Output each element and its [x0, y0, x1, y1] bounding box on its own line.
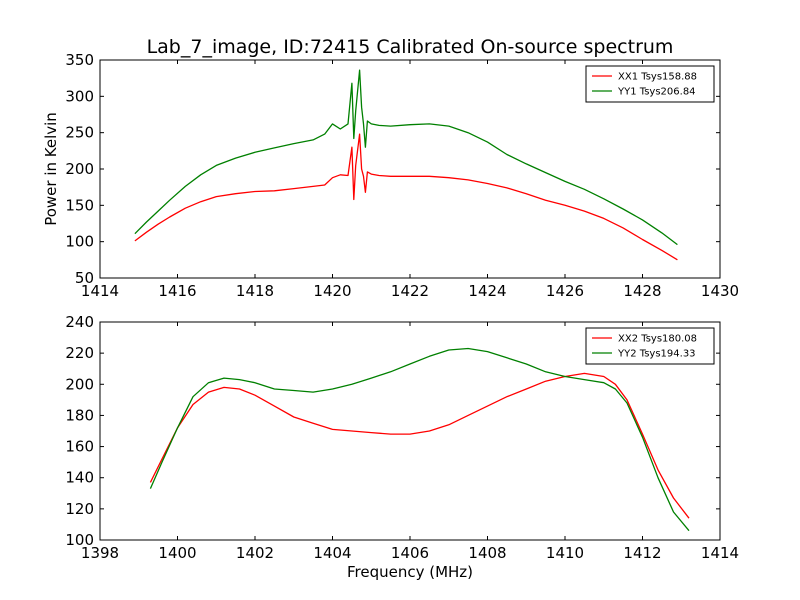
- y-tick-label: 150: [65, 196, 94, 214]
- legend-label: YY2 Tsys194.33: [617, 349, 696, 360]
- x-tick-label: 1410: [546, 544, 584, 562]
- y-tick-label: 100: [65, 531, 94, 549]
- x-tick-label: 1414: [701, 544, 739, 562]
- series-line-1-1: [134, 133, 678, 261]
- series-line-2-1: [149, 372, 690, 519]
- y-tick-label: 350: [65, 51, 94, 69]
- plot-panel-2: 1398 1400 1402 1404 1406 1408 1410 1412 1414 100 1…: [65, 313, 739, 581]
- figure-title: Lab_7_image, ID:72415 Calibrated On-sour…: [147, 36, 674, 58]
- x-tick-label: 1414: [81, 282, 119, 300]
- plots-container: 1414 1416 1418 1420 1422 1424 1426 1428 1430 50 10…: [42, 51, 739, 581]
- x-tick-label: 1400: [158, 544, 196, 562]
- y-tick-label: 300: [65, 87, 94, 105]
- legend-label: YY1 Tsys206.84: [617, 87, 696, 98]
- y-tick-label: 50: [75, 269, 94, 287]
- y-axis-label: Power in Kelvin: [42, 112, 60, 226]
- x-tick-label: 1412: [623, 544, 661, 562]
- x-tick-label: 1430: [701, 282, 739, 300]
- y-tick-label: 200: [65, 160, 94, 178]
- y-tick-label: 200: [65, 375, 94, 393]
- x-tick-label: 1422: [391, 282, 429, 300]
- x-tick-label: 1428: [623, 282, 661, 300]
- series-line-1-2: [134, 69, 678, 246]
- x-tick-label: 1416: [158, 282, 196, 300]
- y-tick-label: 160: [65, 438, 94, 456]
- y-tick-label: 220: [65, 344, 94, 362]
- x-tick-label: 1424: [468, 282, 506, 300]
- y-tick-label: 100: [65, 233, 94, 251]
- x-tick-label: 1398: [81, 544, 119, 562]
- x-tick-label: 1420: [313, 282, 351, 300]
- x-axis-label: Frequency (MHz): [347, 563, 473, 581]
- y-tick-label: 250: [65, 124, 94, 142]
- plot-panel-1: 1414 1416 1418 1420 1422 1424 1426 1428 1430 50 10…: [42, 51, 739, 300]
- y-tick-label: 120: [65, 500, 94, 518]
- legend-label: XX1 Tsys158.88: [618, 72, 697, 83]
- y-tick-label: 180: [65, 406, 94, 424]
- legend-box: [585, 65, 715, 103]
- x-tick-label: 1426: [546, 282, 584, 300]
- x-tick-label: 1402: [236, 544, 274, 562]
- x-tick-label: 1408: [468, 544, 506, 562]
- series-line-2-2: [149, 347, 690, 532]
- legend: XX2 Tsys180.08 YY2 Tsys194.33: [585, 327, 715, 365]
- legend-label: XX2 Tsys180.08: [618, 334, 697, 345]
- x-tick-label: 1418: [236, 282, 274, 300]
- y-tick-label: 140: [65, 469, 94, 487]
- x-tick-label: 1406: [391, 544, 429, 562]
- legend: XX1 Tsys158.88 YY1 Tsys206.84: [585, 65, 715, 103]
- y-tick-label: 240: [65, 313, 94, 331]
- x-tick-label: 1404: [313, 544, 351, 562]
- legend-box: [585, 327, 715, 365]
